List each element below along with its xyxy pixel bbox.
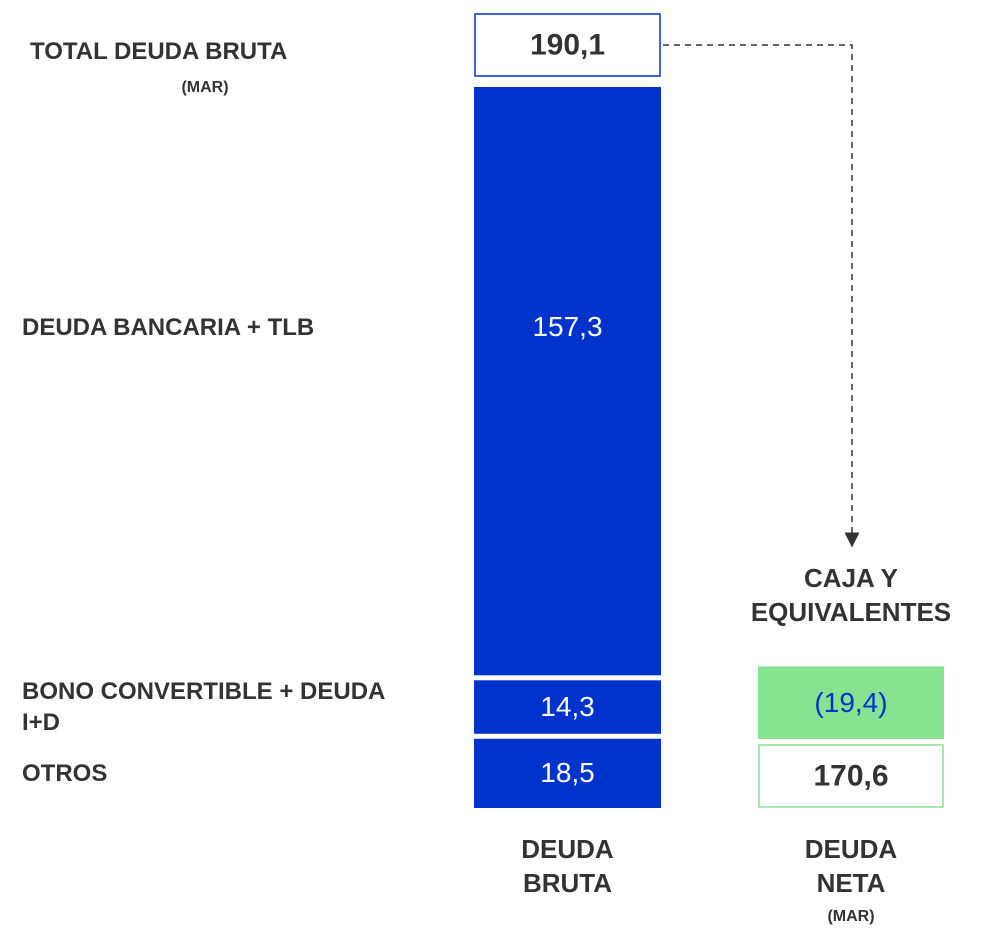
- bar-segment: [474, 680, 661, 734]
- segment-value: 14,3: [540, 690, 595, 722]
- bar-segment: [474, 87, 661, 676]
- total-label: TOTAL DEUDA BRUTA: [30, 38, 288, 65]
- total-box: [474, 13, 661, 77]
- segment-label: BONO CONVERTIBLE + DEUDA I+D: [22, 678, 385, 737]
- bar-segment: [474, 738, 661, 808]
- cash-value: (19,4): [814, 686, 888, 718]
- net-box: [758, 744, 944, 808]
- dashed-arrow: [663, 44, 860, 548]
- segment-value: 18,5: [540, 757, 595, 789]
- segment-value: 157,3: [532, 310, 603, 342]
- net-value: 170,6: [813, 759, 889, 793]
- net-sublabel: (MAR): [827, 908, 875, 925]
- total-value: 190,1: [529, 28, 606, 62]
- cash-box: [758, 666, 944, 739]
- bar-label: DEUDA BRUTA: [521, 834, 614, 898]
- net-label: DEUDA NETA: [804, 834, 898, 898]
- cash-label: CAJA Y EQUIVALENTES: [750, 563, 952, 627]
- segment-label: DEUDA BANCARIA + TLB: [22, 313, 315, 341]
- total-sublabel: (MAR): [181, 79, 229, 96]
- segment-label: OTROS: [22, 759, 108, 787]
